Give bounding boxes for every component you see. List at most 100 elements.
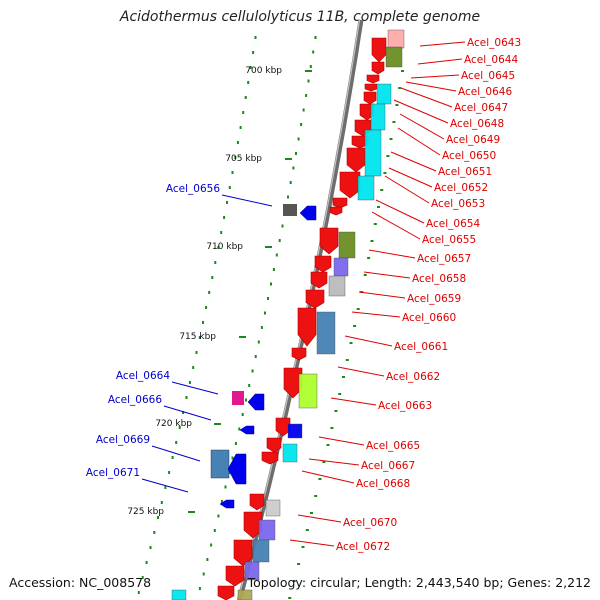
forward-gene-leader: [410, 74, 460, 79]
tick-dot-outer: [192, 366, 195, 369]
forward-gene-arrow: [339, 171, 361, 199]
tick-dot-outer: [214, 261, 217, 264]
accession-label: Accession: NC_008578: [9, 575, 152, 590]
forward-gene-arrow: [319, 227, 339, 255]
scale-label: 715 kbp: [179, 332, 216, 342]
reverse-gene-leader: [171, 381, 219, 395]
gene-feature-box: [237, 589, 253, 600]
forward-gene-arrow: [363, 91, 377, 105]
tick-dot-outer: [171, 456, 174, 459]
reverse-gene-leader: [141, 478, 189, 493]
reverse-gene-label: Acel_0671: [86, 467, 140, 479]
tick-dot-inner: [245, 398, 247, 402]
tick-dot-inner: [264, 311, 266, 315]
forward-gene-label: Acel_0650: [442, 150, 496, 162]
forward-gene-leader: [351, 311, 401, 318]
tick-dot-outer: [247, 81, 250, 84]
forward-gene-label: Acel_0670: [343, 517, 397, 529]
forward-gene-arrow: [364, 83, 378, 92]
gene-feature-box: [333, 257, 349, 277]
gene-feature-box: [328, 275, 346, 297]
reverse-gene-leader: [151, 445, 201, 462]
gene-feature-box: [244, 561, 260, 581]
tick-dot-inner: [272, 268, 275, 271]
tick-dot-outer: [239, 126, 242, 129]
forward-gene-leader: [384, 175, 430, 204]
forward-gene-label: Acel_0672: [336, 541, 390, 553]
tick-dot-inner: [270, 282, 272, 286]
forward-gene-leader: [318, 436, 365, 446]
tick-dot-right: [395, 104, 399, 106]
gene-feature-box: [370, 103, 386, 131]
forward-gene-leader: [289, 539, 335, 547]
tick-dot-right: [363, 274, 367, 276]
forward-gene-label: Acel_0654: [426, 218, 480, 230]
forward-gene-arrow: [243, 511, 263, 539]
reverse-gene-leader: [221, 194, 273, 207]
tick-dot-outer: [188, 381, 191, 384]
tick-dot-outer: [178, 426, 181, 429]
forward-gene-arrow: [266, 437, 282, 453]
reverse-gene-label: Acel_0664: [116, 370, 170, 382]
tick-dot-inner: [217, 514, 220, 518]
tick-dot-outer: [195, 351, 198, 354]
tick-dot-inner: [198, 587, 201, 590]
tick-dot-outer: [182, 411, 185, 414]
gene-feature-box: [282, 443, 298, 463]
tick-dot-inner: [238, 427, 241, 431]
tick-dot-inner: [281, 224, 284, 228]
forward-gene-leader: [390, 151, 437, 172]
tick-dot-inner: [231, 456, 234, 460]
tick-dot-inner: [297, 137, 300, 141]
forward-gene-arrow: [297, 307, 317, 347]
forward-gene-arrow: [366, 74, 380, 84]
reverse-gene-leader: [163, 405, 212, 421]
forward-gene-leader: [358, 291, 406, 299]
scale-label: 720 kbp: [155, 419, 192, 429]
tick-dot-right: [326, 444, 330, 446]
tick-dot-right: [353, 325, 357, 327]
tick-dot-outer: [226, 201, 228, 204]
forward-gene-label: Acel_0660: [402, 312, 456, 324]
reverse-gene-arrow: [219, 499, 235, 509]
gene-feature-box: [287, 423, 303, 439]
tick-dot-inner: [213, 529, 216, 532]
forward-gene-label: Acel_0647: [454, 102, 508, 114]
tick-dot-right: [383, 172, 387, 174]
reverse-gene-arrow: [299, 205, 317, 221]
tick-dot-right: [386, 155, 390, 157]
tick-dot-right: [338, 393, 342, 395]
tick-dot-inner: [307, 79, 310, 83]
reverse-gene-arrow: [247, 393, 265, 411]
forward-gene-leader: [400, 87, 453, 108]
tick-dot-inner: [257, 340, 260, 344]
forward-gene-label: Acel_0649: [446, 134, 500, 146]
forward-gene-arrow: [371, 61, 385, 75]
forward-gene-leader: [371, 211, 421, 240]
forward-gene-label: Acel_0645: [461, 70, 515, 82]
tick-dot-outer: [231, 171, 234, 174]
forward-gene-leader: [297, 514, 342, 523]
tick-dot-inner: [267, 297, 269, 300]
tick-dot-inner: [251, 369, 254, 373]
tick-dot-inner: [224, 485, 227, 489]
gene-feature-box: [387, 29, 405, 49]
tick-dot-right: [288, 597, 292, 599]
forward-gene-leader: [393, 99, 449, 124]
scale-tick: [239, 336, 246, 338]
tick-dot-inner: [300, 123, 303, 126]
forward-gene-leader: [419, 41, 466, 47]
tick-dot-inner: [206, 558, 209, 561]
tick-dot-inner: [305, 94, 308, 97]
tick-dot-outer: [244, 96, 247, 99]
tick-dot-right: [380, 189, 384, 191]
scale-tick: [188, 511, 195, 513]
forward-gene-label: Acel_0648: [450, 118, 504, 130]
tick-dot-outer: [137, 591, 140, 594]
tick-dot-right: [297, 563, 301, 565]
forward-gene-label: Acel_0661: [394, 341, 448, 353]
gene-feature-box: [338, 231, 356, 259]
tick-dot-outer: [202, 321, 204, 324]
tick-dot-right: [322, 461, 326, 463]
tick-dot-outer: [168, 471, 171, 474]
